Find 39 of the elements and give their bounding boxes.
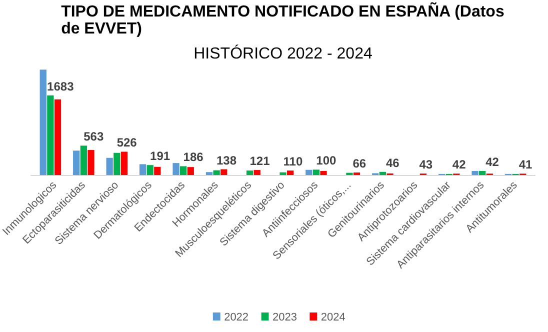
bar bbox=[312, 170, 320, 176]
bar bbox=[180, 166, 187, 176]
bar bbox=[40, 70, 46, 176]
bar bbox=[472, 170, 478, 176]
legend-label: 2024 bbox=[320, 312, 346, 324]
data-label: 100 bbox=[316, 154, 337, 168]
data-label: 121 bbox=[250, 154, 270, 168]
data-label: 1683 bbox=[47, 79, 74, 94]
bar bbox=[139, 164, 146, 176]
chart-title: TIPO DE MEDICAMENTO NOTIFICADO EN ESPAÑA (Datos de EVVET) bbox=[61, 2, 504, 38]
bar bbox=[120, 152, 128, 176]
bar bbox=[213, 170, 220, 176]
bar bbox=[114, 152, 120, 176]
data-label: 66 bbox=[352, 156, 366, 171]
bar bbox=[106, 158, 113, 176]
data-label: 43 bbox=[419, 158, 433, 172]
bar bbox=[47, 95, 54, 176]
bar bbox=[172, 163, 180, 176]
bar bbox=[54, 99, 62, 176]
bar bbox=[146, 165, 154, 176]
bar bbox=[80, 146, 87, 176]
data-label: 526 bbox=[116, 136, 138, 150]
data-label: 42 bbox=[452, 158, 466, 172]
legend-label: 2022 bbox=[224, 312, 249, 324]
data-label: 110 bbox=[283, 154, 303, 169]
bar bbox=[187, 167, 194, 176]
data-label: 138 bbox=[216, 153, 237, 168]
data-label: 563 bbox=[84, 130, 104, 144]
data-label: 46 bbox=[386, 156, 400, 170]
chart-subtitle: HISTÓRICO 2022 - 2024 bbox=[194, 44, 372, 62]
data-label: 186 bbox=[183, 150, 204, 164]
bar bbox=[73, 150, 80, 176]
legend-label: 2023 bbox=[272, 312, 297, 324]
bar bbox=[88, 150, 94, 176]
data-label: 41 bbox=[518, 158, 533, 172]
bar bbox=[154, 166, 161, 176]
data-label: 191 bbox=[150, 149, 170, 164]
data-label: 42 bbox=[486, 154, 500, 169]
bar bbox=[320, 170, 327, 176]
